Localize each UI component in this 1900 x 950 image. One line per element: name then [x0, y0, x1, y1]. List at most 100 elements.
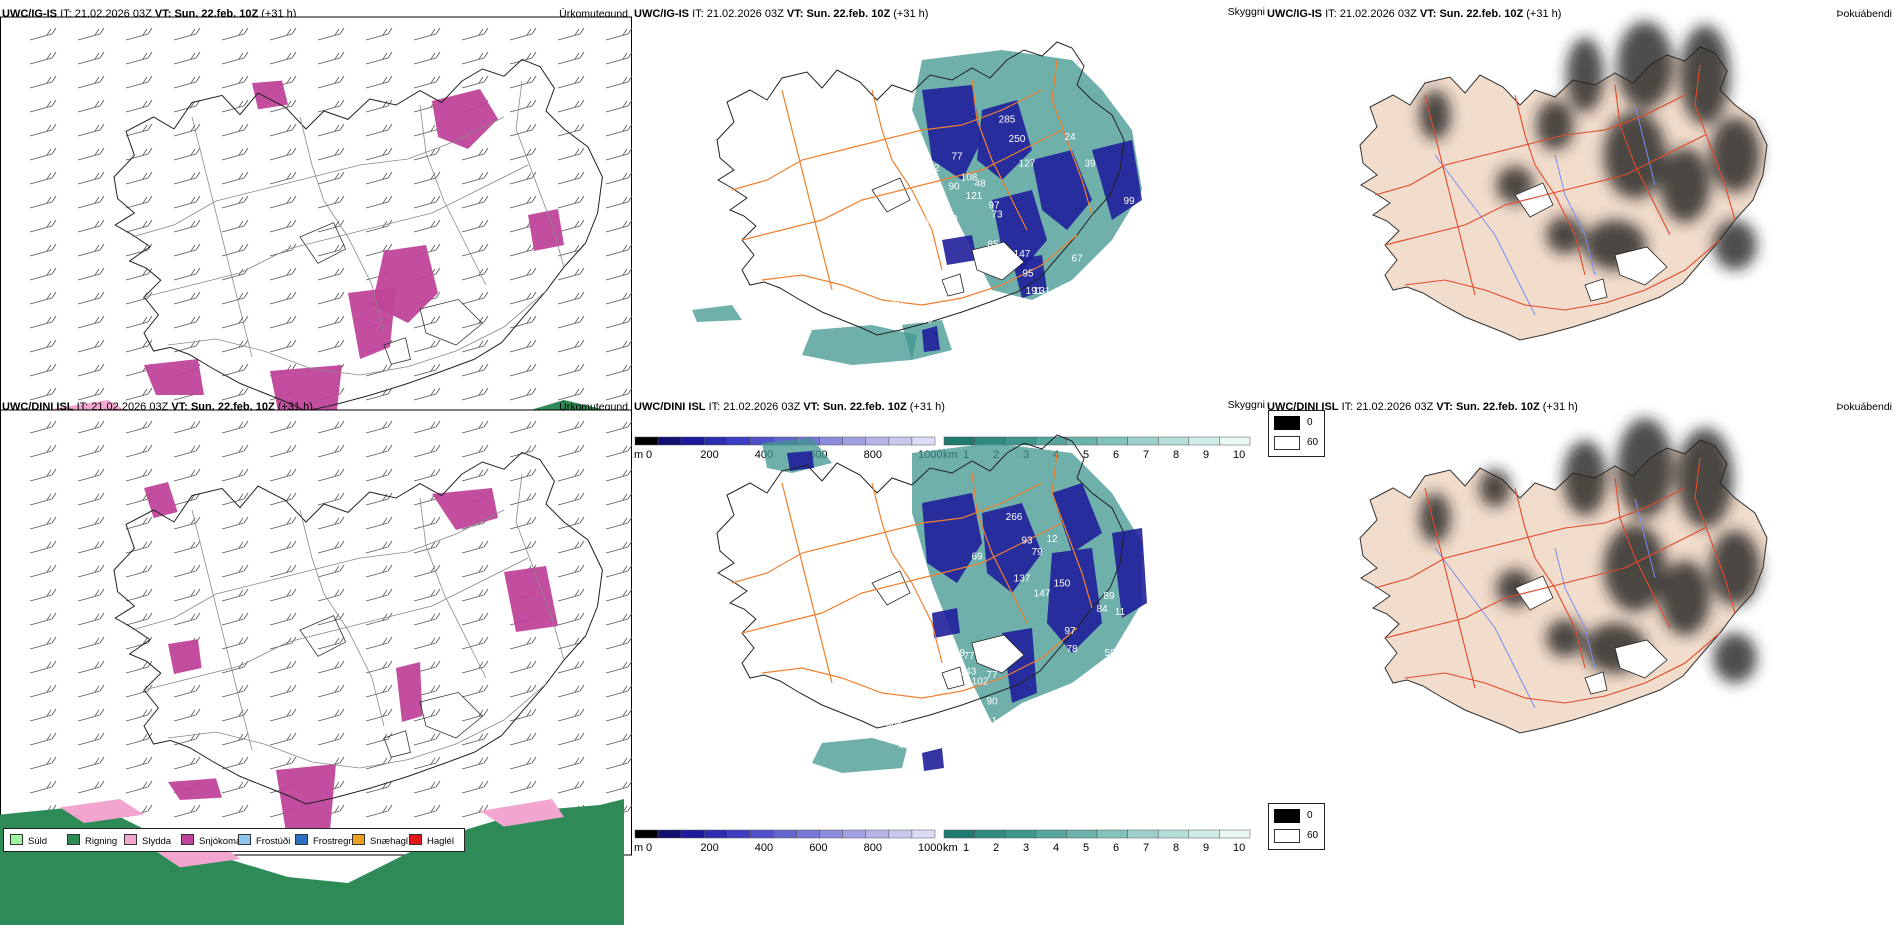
- wind-barb-icon: [605, 732, 633, 746]
- road-line: [1384, 134, 1706, 246]
- wind-barb-icon: [77, 708, 105, 722]
- visibility-label: 103: [1007, 326, 1024, 337]
- colorbar-swatch: [1066, 829, 1098, 839]
- road-line: [781, 89, 833, 291]
- wind-barb-icon: [221, 492, 249, 506]
- glacier-outline: [971, 634, 1025, 674]
- wind-barb-icon: [269, 708, 297, 722]
- fog-shade-area: [1536, 100, 1574, 150]
- visibility-label: 250: [1009, 134, 1026, 145]
- wind-barb-icon: [605, 660, 633, 674]
- wind-barb-icon: [221, 756, 249, 770]
- wind-barb-icon: [29, 444, 57, 458]
- wind-barb-icon: [317, 540, 345, 554]
- wind-barb-icon: [365, 636, 393, 650]
- colorbar-swatch: [1127, 829, 1159, 839]
- wind-barb-icon: [173, 756, 201, 770]
- wind-barb-icon: [77, 684, 105, 698]
- sleet-area: [60, 799, 144, 823]
- colorbar-tick: 5: [1083, 842, 1090, 854]
- visibility-label: 118: [949, 648, 965, 659]
- wind-barb-icon: [269, 99, 297, 113]
- road-line: [761, 234, 1078, 306]
- wind-barb-icon: [125, 123, 153, 137]
- wind-barb-icon: [365, 27, 393, 41]
- wind-barb-icon: [29, 780, 57, 794]
- wind-barb-icon: [509, 339, 537, 353]
- wind-barb-icon: [365, 804, 393, 818]
- legend-item: Súld: [10, 834, 47, 847]
- wind-barb-icon: [77, 171, 105, 185]
- wind-barb-icon: [365, 516, 393, 530]
- vt-value: Sun. 22.feb. 10Z: [806, 8, 891, 20]
- wind-barb-icon: [29, 315, 57, 329]
- roads: [131, 80, 565, 376]
- visibility-label: 147: [1014, 249, 1031, 260]
- fog-panel-header: UWC/IG-IS IT: 21.02.2026 03Z VT: Sun. 22…: [1267, 8, 1561, 20]
- legend-swatch: [295, 834, 308, 845]
- wind-barb-icon: [269, 195, 297, 209]
- wind-barb-icon: [77, 339, 105, 353]
- wind-barb-icon: [269, 468, 297, 482]
- wind-barb-icon: [605, 147, 633, 161]
- wind-barb-icon: [221, 612, 249, 626]
- wind-barb-icon: [269, 243, 297, 257]
- wind-barb-icon: [125, 387, 153, 401]
- colorbar-tick: 400: [754, 842, 774, 854]
- fog-shade-area: [1616, 418, 1674, 518]
- road-line: [781, 482, 833, 684]
- visibility-label: 73: [991, 209, 1003, 220]
- legend-item: Rigning: [67, 834, 117, 847]
- fog-legend-white-swatch: [1274, 829, 1300, 843]
- lead-time: (+31 h): [1542, 401, 1578, 413]
- wind-barb-icon: [173, 267, 201, 281]
- wind-barb-icon: [413, 564, 441, 578]
- visibility-label: 39: [1084, 158, 1096, 169]
- visibility-label: 85: [987, 239, 999, 250]
- visibility-m-area: [932, 608, 960, 638]
- wind-barb-icon: [605, 243, 633, 257]
- visibility-m-area: [1047, 548, 1102, 653]
- fog-shade-area: [1419, 90, 1451, 140]
- glacier-outline: [1514, 182, 1554, 218]
- wind-barb-icon: [605, 315, 633, 329]
- wind-barb-icon: [173, 27, 201, 41]
- wind-barb-icon: [557, 756, 585, 770]
- wind-barb-icon: [509, 267, 537, 281]
- forecast-row: UWC/DINI ISL IT: 21.02.2026 03Z VT: Sun.…: [0, 393, 1900, 925]
- wind-barb-icon: [557, 363, 585, 377]
- wind-barb-icon: [509, 780, 537, 794]
- snow-area: [276, 764, 336, 830]
- road-line: [1404, 239, 1721, 311]
- roads: [1374, 457, 1736, 704]
- road-line: [143, 164, 529, 298]
- wind-barb-icon: [317, 243, 345, 257]
- wind-barb-icon: [125, 147, 153, 161]
- wind-barb-icon: [605, 339, 633, 353]
- it-value: 21.02.2026 03Z: [1356, 401, 1434, 413]
- visibility-label: 69: [971, 551, 983, 562]
- fog-panel: UWC/IG-IS IT: 21.02.2026 03Z VT: Sun. 22…: [1265, 0, 1900, 462]
- lead-time: (+31 h): [1526, 8, 1562, 20]
- it-value: 21.02.2026 03Z: [723, 401, 801, 413]
- wind-barb-icon: [269, 267, 297, 281]
- wind-barb-icon: [29, 267, 57, 281]
- visibility-label: 97: [1064, 626, 1076, 637]
- wind-barb-icon: [461, 660, 489, 674]
- wind-barb-icon: [173, 219, 201, 233]
- snow-area: [168, 639, 202, 674]
- wind-barb-icon: [173, 315, 201, 329]
- visibility-label: 102: [972, 676, 989, 687]
- glacier-outline: [871, 570, 911, 606]
- road-line: [1374, 487, 1686, 589]
- visibility-km-area: [692, 305, 742, 322]
- wind-barb-icon: [461, 291, 489, 305]
- wind-barb-icon: [221, 123, 249, 137]
- wind-barb-icon: [269, 147, 297, 161]
- wind-barb-icon: [173, 540, 201, 554]
- legend-item: Snjókoma: [181, 834, 241, 847]
- model-name: UWC/IG-IS: [634, 8, 689, 20]
- wind-barb-icon: [269, 171, 297, 185]
- road-line: [1424, 94, 1476, 296]
